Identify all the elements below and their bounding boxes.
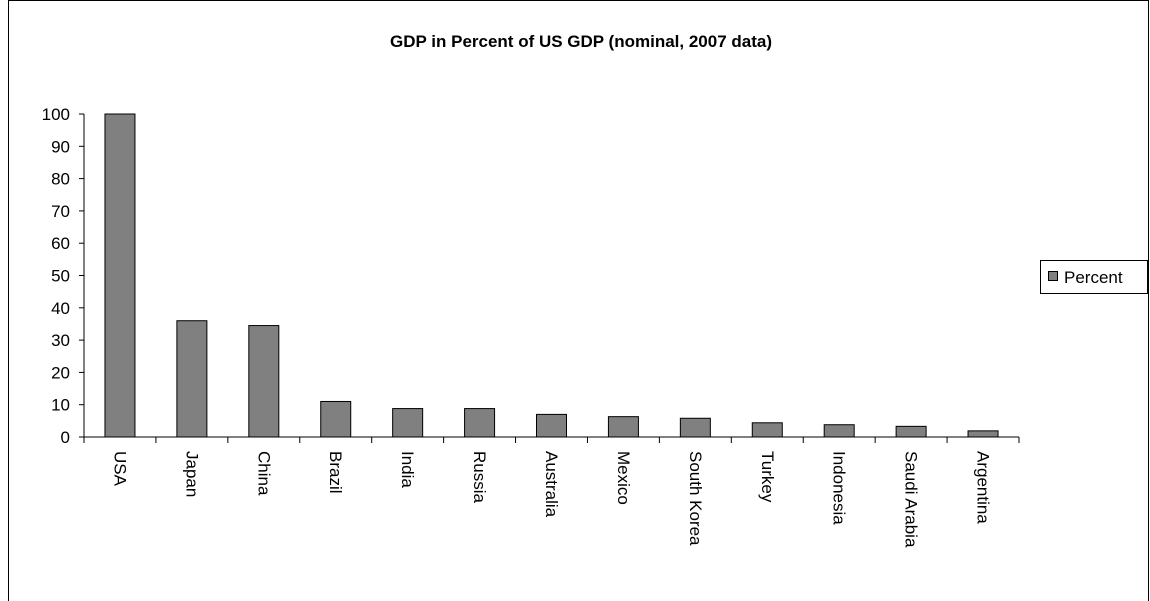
y-tick-label: 50 bbox=[51, 267, 70, 286]
bar-japan bbox=[176, 320, 208, 438]
x-tick-label: Australia bbox=[542, 451, 561, 518]
y-tick-label: 10 bbox=[51, 396, 70, 415]
x-tick-label: Russia bbox=[470, 451, 489, 504]
bar-india bbox=[392, 408, 424, 438]
y-tick-label: 100 bbox=[42, 105, 70, 124]
x-tick-label: Saudi Arabia bbox=[902, 451, 921, 548]
y-tick-label: 60 bbox=[51, 234, 70, 253]
x-tick-label: China bbox=[254, 451, 273, 496]
legend-label: Percent bbox=[1064, 268, 1123, 287]
y-tick-label: 20 bbox=[51, 363, 70, 382]
y-tick-label: 70 bbox=[51, 202, 70, 221]
bar-russia bbox=[464, 408, 496, 438]
x-tick-label: Japan bbox=[182, 451, 201, 497]
bar-mexico bbox=[607, 416, 639, 438]
legend-swatch bbox=[1048, 271, 1058, 281]
chart-title: GDP in Percent of US GDP (nominal, 2007 … bbox=[390, 32, 772, 51]
x-tick-label: Turkey bbox=[758, 451, 777, 503]
bar-saudi-arabia bbox=[895, 425, 927, 438]
x-tick-label: India bbox=[398, 451, 417, 488]
y-tick-label: 80 bbox=[51, 170, 70, 189]
bar-australia bbox=[536, 413, 567, 438]
y-tick-label: 90 bbox=[51, 137, 70, 156]
bar-indonesia bbox=[823, 424, 855, 438]
plot-area: 0 10 20 30 40 50 60 70 80 90 100 USA Japan China Brazi… bbox=[42, 105, 1020, 548]
x-tick-label: Indonesia bbox=[830, 451, 849, 525]
legend: Percent bbox=[1040, 260, 1148, 294]
x-tick-label: Argentina bbox=[974, 451, 993, 524]
x-tick-label: USA bbox=[110, 451, 129, 487]
y-tick-label: 40 bbox=[51, 299, 70, 318]
x-tick-label: Mexico bbox=[614, 451, 633, 505]
bar-usa bbox=[104, 113, 136, 438]
legend-box bbox=[1040, 260, 1148, 294]
x-tick-label: South Korea bbox=[686, 451, 705, 546]
x-tick-label: Brazil bbox=[326, 451, 345, 494]
bar-south-korea bbox=[679, 417, 711, 438]
bar-china bbox=[248, 325, 280, 438]
y-tick-label: 0 bbox=[61, 428, 70, 447]
bar-turkey bbox=[751, 422, 783, 438]
bar-argentina bbox=[967, 430, 999, 438]
bar-brazil bbox=[320, 400, 352, 438]
y-tick-label: 30 bbox=[51, 331, 70, 350]
chart-frame bbox=[8, 0, 1149, 601]
